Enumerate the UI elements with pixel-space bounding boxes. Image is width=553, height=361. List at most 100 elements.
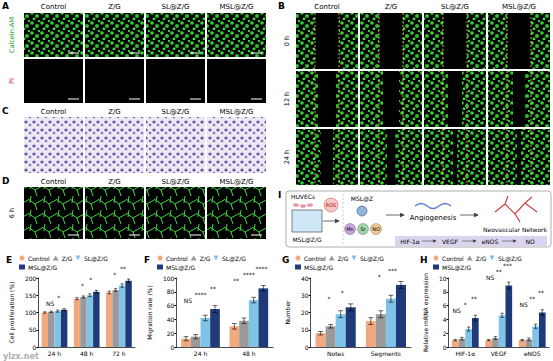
svg-text:****: **** bbox=[243, 271, 255, 278]
svg-text:2: 2 bbox=[443, 330, 447, 337]
svg-text:HIF-1α: HIF-1α bbox=[400, 238, 420, 245]
svg-text:MSL@Z/G: MSL@Z/G bbox=[220, 178, 254, 186]
svg-text:Z/G: Z/G bbox=[476, 255, 487, 262]
svg-text:**: ** bbox=[233, 277, 239, 284]
svg-text:Relative mRNA expression: Relative mRNA expression bbox=[422, 273, 430, 352]
svg-text:**: ** bbox=[529, 295, 535, 302]
svg-text:**: ** bbox=[496, 268, 502, 275]
svg-text:Number: Number bbox=[284, 300, 291, 325]
svg-text:40: 40 bbox=[301, 275, 309, 282]
svg-text:*: * bbox=[464, 301, 467, 308]
svg-text:B: B bbox=[278, 1, 285, 11]
svg-text:Z/G: Z/G bbox=[108, 3, 121, 11]
svg-text:**: ** bbox=[538, 289, 544, 296]
svg-text:Migration rate (%): Migration rate (%) bbox=[146, 285, 154, 340]
svg-text:40: 40 bbox=[167, 316, 175, 323]
svg-text:MSL@Z/G: MSL@Z/G bbox=[304, 264, 333, 272]
svg-text:6 h: 6 h bbox=[8, 208, 16, 218]
svg-text:SL@Z/G: SL@Z/G bbox=[441, 3, 469, 11]
svg-text:6: 6 bbox=[443, 302, 447, 309]
svg-text:Z/G: Z/G bbox=[200, 255, 211, 262]
svg-text:8: 8 bbox=[443, 288, 447, 295]
svg-text:MSL@Z/G: MSL@Z/G bbox=[166, 264, 195, 272]
svg-text:NO: NO bbox=[372, 226, 380, 232]
svg-text:PI: PI bbox=[8, 78, 16, 84]
svg-text:80: 80 bbox=[167, 288, 175, 295]
svg-text:MSL@Z/G: MSL@Z/G bbox=[502, 3, 536, 11]
svg-text:A: A bbox=[2, 1, 9, 11]
svg-text:Z/G: Z/G bbox=[62, 255, 73, 262]
svg-text:VEGF: VEGF bbox=[491, 350, 508, 357]
svg-text:48 h: 48 h bbox=[80, 350, 94, 357]
svg-text:Angiogenesis: Angiogenesis bbox=[410, 214, 457, 222]
svg-text:60: 60 bbox=[167, 302, 175, 309]
svg-text:*: * bbox=[378, 273, 381, 280]
svg-text:MSL@Z/G: MSL@Z/G bbox=[220, 3, 254, 11]
svg-text:Control: Control bbox=[41, 3, 66, 11]
svg-text:***: *** bbox=[503, 262, 512, 269]
svg-text:Z/G: Z/G bbox=[108, 178, 121, 186]
svg-text:SL@Z/G: SL@Z/G bbox=[162, 178, 190, 186]
svg-text:SL@Z/G: SL@Z/G bbox=[84, 255, 108, 263]
svg-text:NS: NS bbox=[184, 297, 192, 304]
svg-text:20: 20 bbox=[301, 309, 309, 316]
svg-text:SL@Z/G: SL@Z/G bbox=[222, 255, 246, 263]
svg-text:**: ** bbox=[120, 265, 126, 272]
svg-text:0: 0 bbox=[305, 344, 309, 351]
svg-text:E: E bbox=[6, 255, 12, 265]
svg-text:Notes: Notes bbox=[327, 350, 344, 357]
svg-text:NS: NS bbox=[519, 301, 527, 308]
svg-text:**: ** bbox=[210, 285, 216, 292]
svg-text:*: * bbox=[57, 294, 60, 301]
svg-text:Control: Control bbox=[166, 255, 188, 262]
svg-text:HIF-1α: HIF-1α bbox=[455, 350, 475, 357]
svg-text:NO: NO bbox=[525, 238, 534, 245]
svg-text:Control: Control bbox=[41, 108, 66, 116]
svg-text:G: G bbox=[282, 255, 289, 265]
svg-text:Control: Control bbox=[28, 255, 50, 262]
svg-text:VEGF: VEGF bbox=[442, 238, 459, 245]
svg-text:Control: Control bbox=[314, 3, 339, 11]
svg-text:ROS: ROS bbox=[326, 202, 337, 208]
svg-text:Control: Control bbox=[304, 255, 326, 262]
svg-text:0: 0 bbox=[443, 344, 447, 351]
svg-text:200: 200 bbox=[25, 275, 37, 282]
svg-text:24 h: 24 h bbox=[194, 350, 208, 357]
svg-text:24 h: 24 h bbox=[48, 350, 62, 357]
svg-text:SL@Z/G: SL@Z/G bbox=[360, 255, 384, 263]
svg-text:Cell proliferation (%): Cell proliferation (%) bbox=[8, 281, 16, 343]
svg-text:30: 30 bbox=[301, 292, 309, 299]
svg-text:0 h: 0 h bbox=[283, 36, 291, 46]
svg-text:48 h: 48 h bbox=[242, 350, 256, 357]
svg-text:100: 100 bbox=[163, 275, 175, 282]
svg-text:Neovascular Network: Neovascular Network bbox=[483, 226, 548, 233]
svg-text:I: I bbox=[278, 190, 281, 200]
svg-text:Calcein-AM: Calcein-AM bbox=[8, 17, 16, 53]
svg-text:ylzx.net: ylzx.net bbox=[3, 352, 39, 361]
svg-text:NS: NS bbox=[46, 300, 54, 307]
svg-text:150: 150 bbox=[25, 292, 37, 299]
svg-text:*: * bbox=[341, 289, 344, 296]
svg-text:****: **** bbox=[255, 265, 267, 272]
svg-text:Control: Control bbox=[41, 178, 66, 186]
svg-text:C: C bbox=[2, 106, 9, 116]
svg-text:12 h: 12 h bbox=[283, 92, 291, 106]
svg-text:10: 10 bbox=[439, 275, 447, 282]
svg-text:*: * bbox=[328, 295, 331, 302]
svg-text:NS: NS bbox=[486, 274, 494, 281]
svg-text:50: 50 bbox=[29, 326, 37, 333]
svg-text:Z/G: Z/G bbox=[108, 108, 121, 116]
svg-text:Z/G: Z/G bbox=[385, 3, 398, 11]
svg-text:72 h: 72 h bbox=[112, 350, 126, 357]
svg-text:10: 10 bbox=[301, 326, 309, 333]
svg-text:20: 20 bbox=[167, 330, 175, 337]
svg-text:D: D bbox=[2, 176, 9, 186]
svg-text:Z/G: Z/G bbox=[338, 255, 349, 262]
svg-text:MSL@Z/G: MSL@Z/G bbox=[28, 264, 57, 272]
svg-text:Sr: Sr bbox=[360, 226, 366, 232]
svg-text:SL@Z/G: SL@Z/G bbox=[162, 108, 190, 116]
svg-text:SL@Z/G: SL@Z/G bbox=[162, 3, 190, 11]
svg-text:*: * bbox=[113, 271, 116, 278]
svg-text:Segments: Segments bbox=[371, 350, 401, 358]
svg-text:H: H bbox=[420, 255, 428, 265]
